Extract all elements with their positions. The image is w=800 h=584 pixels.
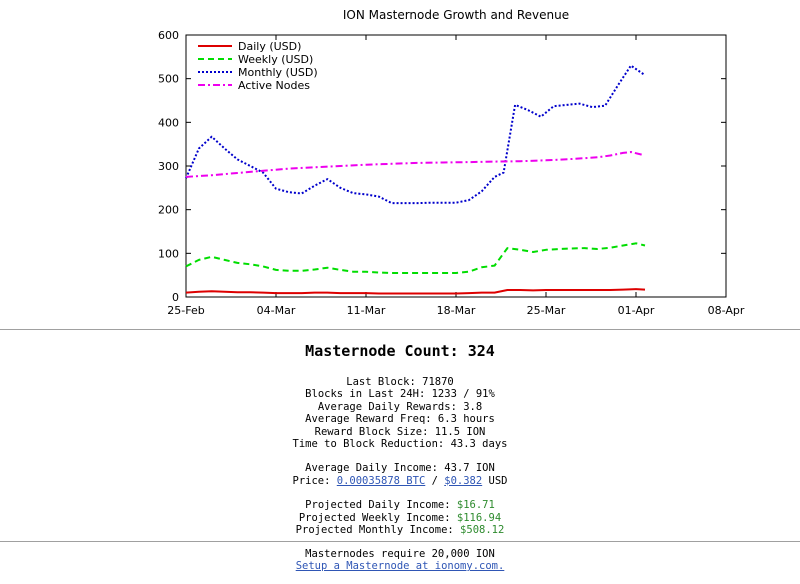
y-tick-label: 100	[158, 247, 179, 260]
legend-label-3: Monthly (USD)	[238, 66, 318, 79]
chart-area: ION Masternode Growth and Revenue 0 100 200…	[158, 8, 745, 317]
price-label: Price:	[292, 474, 337, 487]
projected-weekly: Projected Weekly Income: $116.94	[0, 512, 800, 524]
time-to-block-reduction: Time to Block Reduction: 43.3 days	[292, 438, 508, 451]
reward-block-size: Reward Block Size: 11.5 ION	[314, 425, 486, 438]
footer: Masternodes require 20,000 ION Setup a M…	[0, 548, 800, 573]
x-tick-label: 25-Mar	[527, 304, 566, 317]
blocks-24h: Blocks in Last 24H: 1233 / 91%	[305, 388, 495, 401]
x-tick-label: 18-Mar	[437, 304, 476, 317]
projected-daily-value: $16.71	[456, 499, 495, 512]
series-line-3	[185, 64, 645, 205]
avg-reward-freq: Average Reward Freq: 6.3 hours	[305, 413, 495, 426]
chart-title: ION Masternode Growth and Revenue	[343, 8, 569, 22]
y-tick-label: 400	[158, 116, 179, 129]
y-tick-label: 600	[158, 29, 179, 42]
x-tick-label: 08-Apr	[708, 304, 745, 317]
y-tick-label: 200	[158, 204, 179, 217]
divider-top	[0, 329, 800, 330]
stats-panel: Masternode Count: 324 Last Block: 71870 …	[0, 342, 800, 536]
legend-label-1: Daily (USD)	[238, 40, 301, 53]
projected-daily: Projected Daily Income: $16.71	[0, 499, 800, 511]
price-line: Price: 0.00035878 BTC / $0.382 USD	[0, 475, 800, 487]
avg-daily-rewards: Average Daily Rewards: 3.8	[317, 400, 483, 413]
chart-svg: ION Masternode Growth and Revenue 0 100 200…	[158, 8, 745, 317]
y-tick-label: 0	[172, 291, 179, 304]
price-sep: /	[425, 474, 445, 487]
projected-daily-label: Projected Daily Income:	[305, 499, 457, 512]
last-block: Last Block: 71870	[346, 376, 454, 388]
setup-masternode-link[interactable]: Setup a Masternode at ionomy.com.	[295, 560, 505, 573]
x-tick-label: 25-Feb	[167, 304, 204, 317]
y-tick-label: 300	[158, 160, 179, 173]
masternode-requirement: Masternodes require 20,000 ION	[305, 548, 495, 560]
projected-monthly-label: Projected Monthly Income:	[295, 524, 461, 537]
x-tick-label: 01-Apr	[618, 304, 655, 317]
x-tick-label: 11-Mar	[347, 304, 386, 317]
price-usd-link[interactable]: $0.382	[444, 474, 483, 487]
price-usd-unit: USD	[482, 474, 508, 487]
projected-monthly-value: $508.12	[460, 524, 505, 537]
divider-bottom	[0, 541, 800, 542]
x-tick-label: 04-Mar	[257, 304, 296, 317]
projected-monthly: Projected Monthly Income: $508.12	[0, 524, 800, 536]
y-tick-label: 500	[158, 73, 179, 86]
masternode-count: Masternode Count: 324	[305, 342, 495, 360]
series-line-1	[185, 288, 646, 295]
legend-label-4: Active Nodes	[238, 79, 310, 92]
series-line-2	[185, 242, 646, 274]
series-line-4	[185, 151, 644, 178]
avg-daily-income: Average Daily Income: 43.7 ION	[305, 462, 495, 475]
projected-weekly-value: $116.94	[456, 511, 502, 524]
price-btc-link[interactable]: 0.00035878 BTC	[336, 474, 426, 487]
legend-label-2: Weekly (USD)	[238, 53, 313, 66]
projected-weekly-label: Projected Weekly Income:	[298, 511, 457, 524]
